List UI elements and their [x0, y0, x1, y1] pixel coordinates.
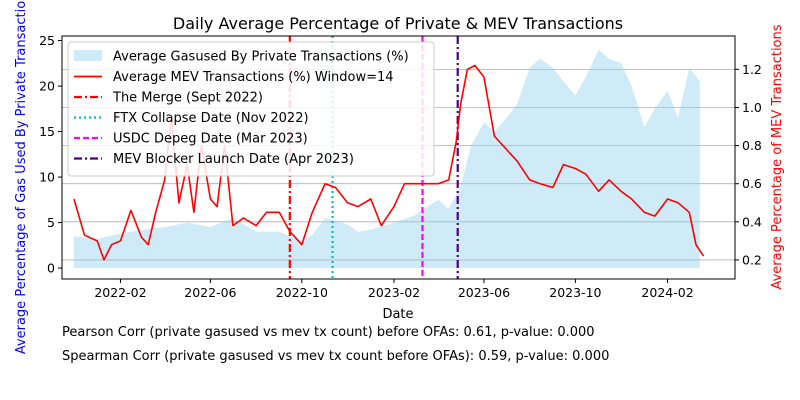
right-tick-label: 1.2 — [742, 62, 762, 77]
left-tick-label: 0 — [47, 261, 55, 276]
x-tick-label: 2022-06 — [184, 285, 236, 300]
left-tick-label: 10 — [39, 170, 55, 185]
series-area-private-gas — [73, 49, 700, 269]
chart-title: Daily Average Percentage of Private & ME… — [173, 14, 623, 33]
left-tick-label: 20 — [39, 79, 55, 94]
legend-entry: Average Gasused By Private Transactions … — [113, 50, 409, 65]
right-tick-label: 0.2 — [742, 252, 762, 267]
legend-entry: The Merge (Sept 2022) — [112, 91, 263, 106]
x-tick-label: 2023-02 — [368, 285, 420, 300]
legend-entry: FTX Collapse Date (Nov 2022) — [113, 111, 309, 126]
legend: Average Gasused By Private Transactions … — [67, 41, 435, 177]
x-tick-label: 2022-10 — [276, 285, 328, 300]
x-tick-label: 2022-02 — [94, 285, 146, 300]
legend-entry: MEV Blocker Launch Date (Apr 2023) — [113, 152, 354, 167]
pearson-note: Pearson Corr (private gasused vs mev tx … — [62, 325, 595, 340]
left-axis-ticks: 0 5 10 15 20 25 — [39, 33, 62, 276]
left-axis-label: Average Percentage of Gas Used By Privat… — [14, 0, 29, 354]
left-tick-label: 15 — [39, 124, 55, 139]
legend-entry: Average MEV Transactions (%) Window=14 — [113, 70, 394, 85]
right-tick-label: 0.8 — [742, 138, 762, 153]
right-axis-ticks: 0.2 0.4 0.6 0.8 1.0 1.2 — [735, 62, 762, 267]
right-tick-label: 0.6 — [742, 176, 762, 191]
legend-box — [67, 41, 435, 177]
right-tick-label: 1.0 — [742, 100, 762, 115]
left-tick-label: 5 — [47, 215, 55, 230]
right-axis-label: Average Percentage of MEV Transactions — [770, 24, 785, 289]
right-tick-label: 0.4 — [742, 214, 762, 229]
x-tick-label: 2024-02 — [641, 285, 693, 300]
area-layer — [73, 49, 700, 269]
x-tick-label: 2023-06 — [458, 285, 510, 300]
left-tick-label: 25 — [39, 33, 55, 48]
legend-swatch — [74, 50, 102, 61]
x-axis-label: Date — [382, 307, 413, 322]
spearman-note: Spearman Corr (private gasused vs mev tx… — [62, 349, 610, 364]
x-axis-ticks: 2022-02 2022-06 2022-10 2023-02 2023-06 2023-… — [94, 279, 694, 300]
plot-frame — [61, 35, 736, 280]
x-tick-label: 2023-10 — [549, 285, 601, 300]
legend-entry: USDC Depeg Date (Mar 2023) — [113, 132, 308, 147]
